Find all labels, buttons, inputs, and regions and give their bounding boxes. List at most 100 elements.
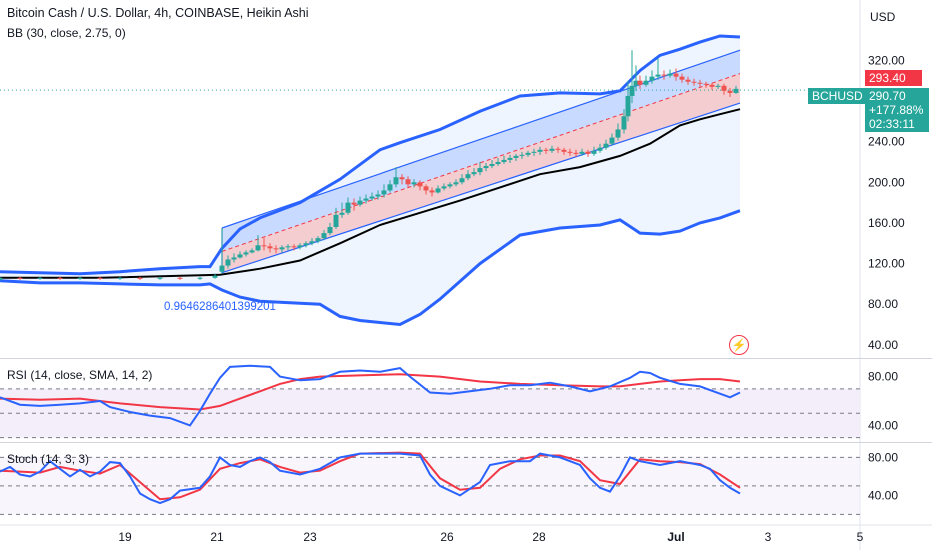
candle-body <box>465 174 471 179</box>
bb-upper-line <box>0 34 741 276</box>
fib-annotation: 0.9646286401399201 <box>164 301 276 313</box>
x-tick-label: 28 <box>532 530 546 544</box>
candle-body <box>727 90 733 93</box>
x-tick-label: 5 <box>857 530 864 544</box>
y-tick-label: 40.00 <box>868 338 898 352</box>
candle-body <box>37 277 43 279</box>
bb-indicator-label[interactable]: BB (30, close, 2.75, 0) <box>7 26 126 40</box>
candle-body <box>309 241 315 244</box>
candle-body <box>212 275 218 278</box>
candle-body <box>609 137 615 144</box>
candle-body <box>471 172 477 175</box>
candle-body <box>157 277 163 279</box>
y-tick-label: 200.00 <box>868 175 905 189</box>
candle-body <box>249 250 255 253</box>
candle-body <box>345 202 351 213</box>
x-tick-label: 19 <box>118 530 132 544</box>
candle-body <box>411 182 417 185</box>
candle-body <box>567 151 573 153</box>
bb-basis-line <box>0 108 741 279</box>
chart-title: Bitcoin Cash / U.S. Dollar, 4h, COINBASE… <box>7 6 309 20</box>
last-price: 290.70 <box>869 89 906 103</box>
rsi-line <box>0 364 741 427</box>
candle-body <box>667 73 673 76</box>
channel-upper-fill <box>222 50 740 252</box>
candle-body <box>255 245 261 251</box>
candle-body <box>525 152 531 155</box>
candle-body <box>655 74 661 77</box>
candle-body <box>77 277 83 279</box>
y-tick-label: 320.00 <box>868 53 905 67</box>
candle-body <box>137 277 143 279</box>
candle-body <box>549 148 555 151</box>
rsi-label[interactable]: RSI (14, close, SMA, 14, 2) <box>7 368 153 382</box>
candle-body <box>447 184 453 187</box>
candle-body <box>117 277 123 279</box>
candle-body <box>513 155 519 158</box>
candle-body <box>387 184 393 191</box>
candle-body <box>393 177 399 185</box>
candle-body <box>17 277 23 279</box>
candle-body <box>733 88 739 93</box>
candle-body <box>279 247 285 250</box>
candle-body <box>579 151 585 154</box>
candle-body <box>555 148 561 150</box>
channel-mid-line <box>221 73 741 252</box>
candle-body <box>621 116 627 130</box>
candle-body <box>477 168 483 173</box>
candle-body <box>573 152 579 154</box>
replay-bolt-icon[interactable]: ⚡ <box>729 335 749 355</box>
candle-body <box>591 150 597 154</box>
candle-body <box>57 277 63 279</box>
candle-body <box>603 143 609 148</box>
candle-body <box>519 154 525 156</box>
candle-body <box>691 81 697 83</box>
candle-body <box>661 74 667 76</box>
bb-lower-line <box>0 209 741 327</box>
candle-body <box>357 200 363 205</box>
candle-body <box>177 277 183 279</box>
candle-body <box>543 149 549 151</box>
candle-body <box>375 194 381 197</box>
candle-body <box>381 190 387 195</box>
rsi-ma-line <box>0 373 741 411</box>
candle-body <box>685 79 691 82</box>
candle-body <box>405 179 411 185</box>
candle-body <box>97 277 103 279</box>
candle-body <box>625 95 631 117</box>
candle-body <box>399 177 405 180</box>
candle-body <box>417 182 423 187</box>
stoch-k-line <box>0 452 741 505</box>
candle-body <box>243 252 249 255</box>
candle-body <box>429 190 435 193</box>
y-tick-label: 120.00 <box>868 257 905 271</box>
candle-body <box>197 277 203 279</box>
candle-body <box>489 164 495 167</box>
bb-upper-badge: 293.40 <box>865 70 922 86</box>
candle-body <box>597 147 603 151</box>
candle-body <box>435 188 441 193</box>
candle-body <box>709 84 715 87</box>
pane-divider-rsi[interactable] <box>0 358 932 359</box>
stoch-tick-label: 40.00 <box>868 488 898 502</box>
candle-body <box>369 196 375 199</box>
y-tick-label: 240.00 <box>868 135 905 149</box>
candle-body <box>697 82 703 84</box>
x-tick-label: Jul <box>667 530 684 544</box>
stoch-tick-label: 80.00 <box>868 450 898 464</box>
candle-body <box>231 257 237 260</box>
stoch-label[interactable]: Stoch (14, 3, 3) <box>7 452 90 466</box>
symbol-badge[interactable]: BCHUSD <box>808 88 867 104</box>
rsi-tick-label: 40.00 <box>868 418 898 432</box>
candle-body <box>291 246 297 248</box>
candle-body <box>585 151 591 154</box>
candle-body <box>673 73 679 77</box>
candle-body <box>703 83 709 85</box>
candle-body <box>633 80 639 86</box>
candle-body <box>261 245 267 247</box>
candle-body <box>507 157 513 160</box>
candle-body <box>459 178 465 183</box>
pane-divider-stoch[interactable] <box>0 442 932 443</box>
currency-label[interactable]: USD <box>870 10 896 24</box>
